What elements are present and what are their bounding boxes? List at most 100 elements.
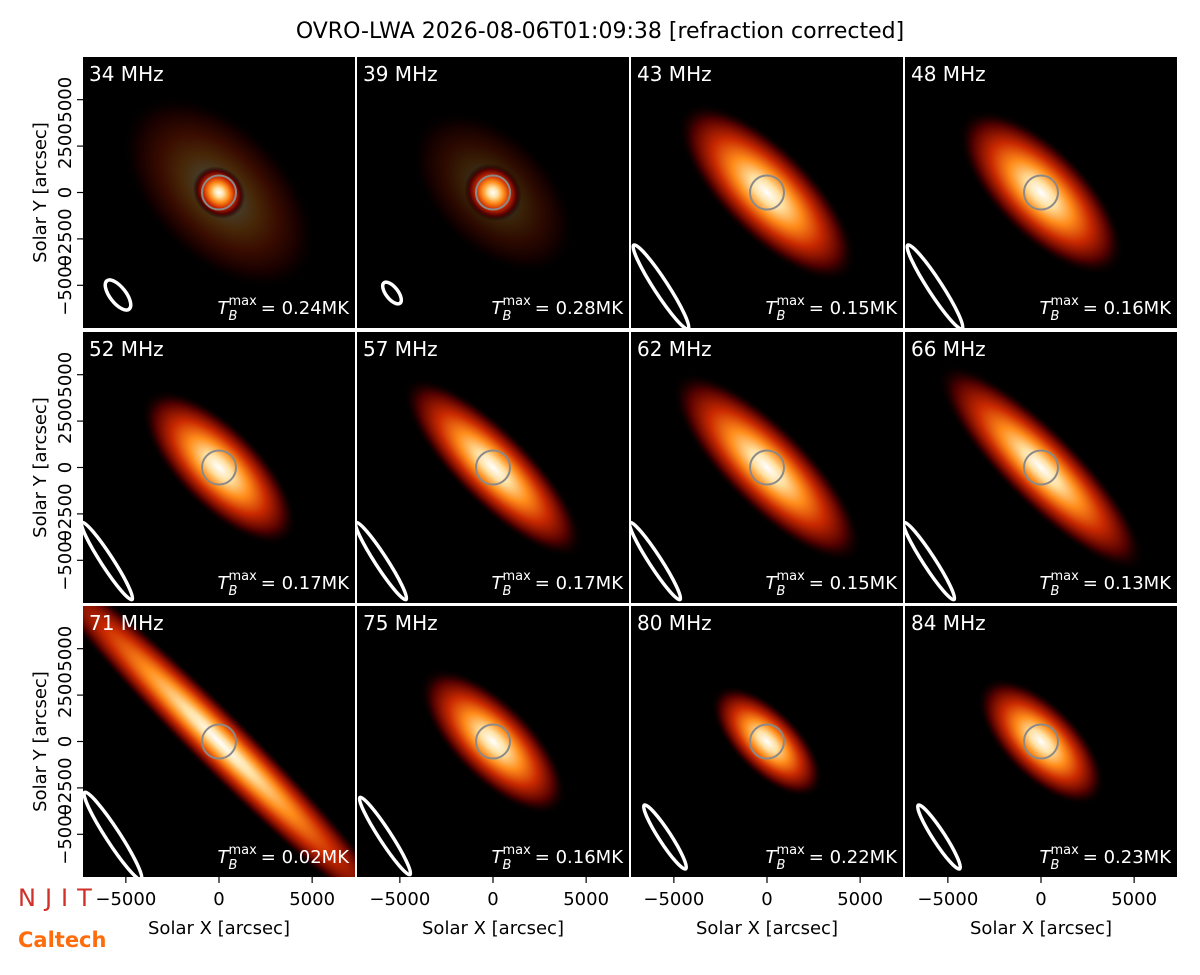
emission [402, 377, 584, 558]
frequency-label: 71 MHz [89, 611, 164, 635]
tb-max-label: TBmax = 0.15MK [766, 569, 899, 599]
panel: 34 MHz TBmax = 0.24MK [83, 57, 355, 328]
emission [83, 606, 355, 877]
y-tick-label: 2500 [55, 672, 76, 718]
tb-max-label: TBmax = 0.24MK [218, 294, 351, 324]
panel: 66 MHz TBmax = 0.13MK [905, 332, 1177, 603]
tb-symbol: T [1040, 847, 1053, 868]
y-tick-label: 0 [55, 187, 76, 198]
emission [937, 363, 1145, 572]
y-tick-label: −5000 [55, 255, 76, 316]
frequency-label: 43 MHz [637, 62, 712, 86]
tb-sub: B [1051, 858, 1060, 873]
emission [671, 372, 863, 563]
tb-value: = 0.17MK [535, 573, 624, 594]
tb-value: = 0.24MK [261, 298, 350, 319]
tb-symbol: T [766, 298, 779, 319]
logo-caltech: Caltech [18, 928, 106, 952]
frequency-label: 48 MHz [911, 62, 986, 86]
tb-max-label: TBmax = 0.23MK [1040, 843, 1173, 873]
tb-symbol: T [492, 298, 505, 319]
tb-sub: B [777, 858, 786, 873]
solar-disk [749, 449, 785, 486]
tb-sup: max [1050, 569, 1079, 584]
frequency-label: 62 MHz [637, 337, 712, 361]
tb-sup: max [776, 843, 805, 858]
solar-disk [749, 723, 785, 760]
solar-disk [475, 174, 511, 211]
tb-value: = 0.16MK [535, 847, 624, 868]
y-tick-label: −2500 [55, 757, 76, 818]
panel: 39 MHz TBmax = 0.28MK [357, 57, 629, 328]
x-tick-label: 5000 [837, 889, 883, 910]
y-tick-label: 0 [55, 736, 76, 747]
frequency-label: 34 MHz [89, 62, 164, 86]
emission [677, 102, 857, 283]
emission [419, 667, 567, 816]
tb-max-label: TBmax = 0.02MK [218, 843, 351, 873]
tb-value: = 0.23MK [1083, 847, 1172, 868]
y-tick-label: 2500 [55, 123, 76, 169]
tb-sub: B [229, 858, 238, 873]
x-axis-label: Solar X [arcsec] [970, 918, 1112, 939]
tb-sup: max [502, 843, 531, 858]
tb-max-label: TBmax = 0.22MK [766, 843, 899, 873]
tb-max-label: TBmax = 0.17MK [492, 569, 625, 599]
tb-value: = 0.15MK [809, 573, 898, 594]
tb-value: = 0.13MK [1083, 573, 1172, 594]
tb-max-label: TBmax = 0.13MK [1040, 569, 1173, 599]
beam [641, 803, 689, 871]
beam [915, 803, 963, 871]
tb-sub: B [777, 309, 786, 324]
panel: 43 MHz TBmax = 0.15MK [631, 57, 903, 328]
solar-disk [1023, 174, 1059, 211]
panel: 48 MHz TBmax = 0.16MK [905, 57, 1177, 328]
tb-sub: B [503, 309, 512, 324]
y-tick-label: −5000 [55, 804, 76, 865]
x-tick-label: −5000 [369, 889, 430, 910]
emission [977, 677, 1105, 806]
y-axis-label: Solar Y [arcsec] [30, 397, 51, 538]
solar-disk [1023, 449, 1059, 486]
tb-sub: B [229, 309, 238, 324]
emission [710, 685, 824, 798]
tb-symbol: T [766, 573, 779, 594]
solar-disk [201, 723, 237, 760]
tb-sup: max [1050, 294, 1079, 309]
tb-sup: max [776, 294, 805, 309]
tb-sup: max [502, 569, 531, 584]
tb-symbol: T [492, 847, 505, 868]
beam [905, 520, 957, 602]
tb-symbol: T [218, 298, 231, 319]
y-tick-label: 5000 [55, 626, 76, 672]
y-axis-label: Solar Y [arcsec] [30, 122, 51, 263]
figure-title: OVRO-LWA 2026-08-06T01:09:38 [refraction… [296, 19, 904, 44]
x-axis-label: Solar X [arcsec] [422, 918, 564, 939]
tb-sup: max [228, 843, 257, 858]
solar-disk [201, 174, 237, 211]
emission [957, 109, 1125, 276]
beam [380, 280, 404, 306]
tb-max-label: TBmax = 0.16MK [492, 843, 625, 873]
tb-sub: B [777, 584, 786, 599]
beam [631, 520, 683, 602]
tb-symbol: T [218, 573, 231, 594]
logo-njit: NJIT [18, 884, 101, 912]
y-tick-label: −5000 [55, 530, 76, 591]
tb-symbol: T [1040, 298, 1053, 319]
beam [103, 278, 133, 312]
y-tick-label: 5000 [55, 77, 76, 123]
tb-sub: B [503, 584, 512, 599]
x-tick-label: 0 [761, 889, 772, 910]
tb-value: = 0.16MK [1083, 298, 1172, 319]
tb-value: = 0.02MK [261, 847, 350, 868]
y-tick-label: −2500 [55, 208, 76, 269]
solar-disk [475, 723, 511, 760]
panel: 84 MHz TBmax = 0.23MK [905, 606, 1177, 877]
tb-max-label: TBmax = 0.28MK [492, 294, 625, 324]
solar-disk [475, 449, 511, 486]
frequency-label: 39 MHz [363, 62, 438, 86]
tb-symbol: T [492, 573, 505, 594]
tb-symbol: T [766, 847, 779, 868]
tb-value: = 0.15MK [809, 298, 898, 319]
